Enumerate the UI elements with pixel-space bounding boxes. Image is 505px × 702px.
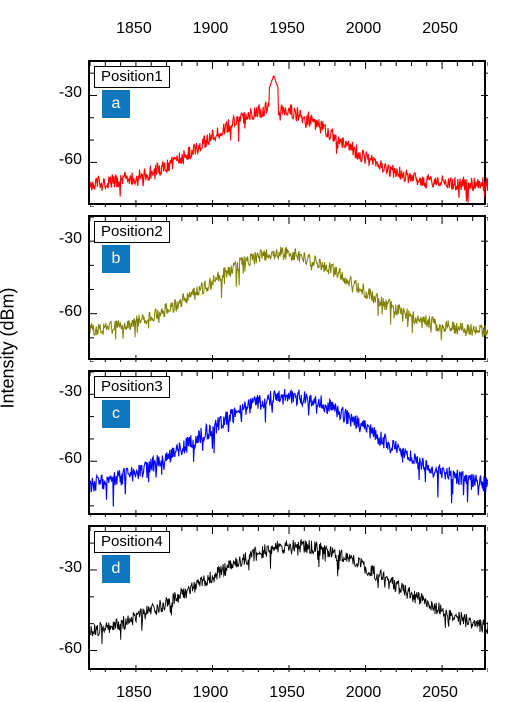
position-label-a: Position1 xyxy=(94,66,170,88)
panel-badge-d: d xyxy=(102,555,130,583)
panel-d: Position4d xyxy=(88,525,486,670)
spectrum-trace xyxy=(90,76,488,203)
position-label-d: Position4 xyxy=(94,531,170,553)
x-tick-label-top: 2000 xyxy=(346,20,382,38)
x-tick-label-bottom: 1900 xyxy=(193,684,229,702)
panel-b: Position2b xyxy=(88,215,486,360)
y-tick-label: -60 xyxy=(0,151,82,169)
panel-c: Position3c xyxy=(88,370,486,515)
x-tick-label-top: 1850 xyxy=(116,20,152,38)
spectrum-trace xyxy=(90,540,488,645)
x-tick-label-top: 1950 xyxy=(269,20,305,38)
panel-badge-a: a xyxy=(102,90,130,118)
panel-badge-b: b xyxy=(102,245,130,273)
panel-badge-c: c xyxy=(102,400,130,428)
spectrum-trace xyxy=(90,389,488,507)
y-tick-label: -30 xyxy=(0,230,82,248)
panel-a: Position1a xyxy=(88,60,486,205)
y-tick-label: -30 xyxy=(0,383,82,401)
y-tick-label: -30 xyxy=(0,559,82,577)
y-tick-label: -30 xyxy=(0,84,82,102)
y-tick-label: -60 xyxy=(0,303,82,321)
x-tick-label-bottom: 2050 xyxy=(422,684,458,702)
x-tick-label-bottom: 1850 xyxy=(116,684,152,702)
figure: Intensity (dBm) 185019001950200020501850… xyxy=(0,0,505,696)
spectrum-trace xyxy=(90,247,488,341)
x-tick-label-bottom: 1950 xyxy=(269,684,305,702)
position-label-b: Position2 xyxy=(94,221,170,243)
x-tick-label-bottom: 2000 xyxy=(346,684,382,702)
x-tick-label-top: 1900 xyxy=(193,20,229,38)
x-tick-label-top: 2050 xyxy=(422,20,458,38)
position-label-c: Position3 xyxy=(94,376,170,398)
y-tick-label: -60 xyxy=(0,640,82,658)
y-tick-label: -60 xyxy=(0,450,82,468)
